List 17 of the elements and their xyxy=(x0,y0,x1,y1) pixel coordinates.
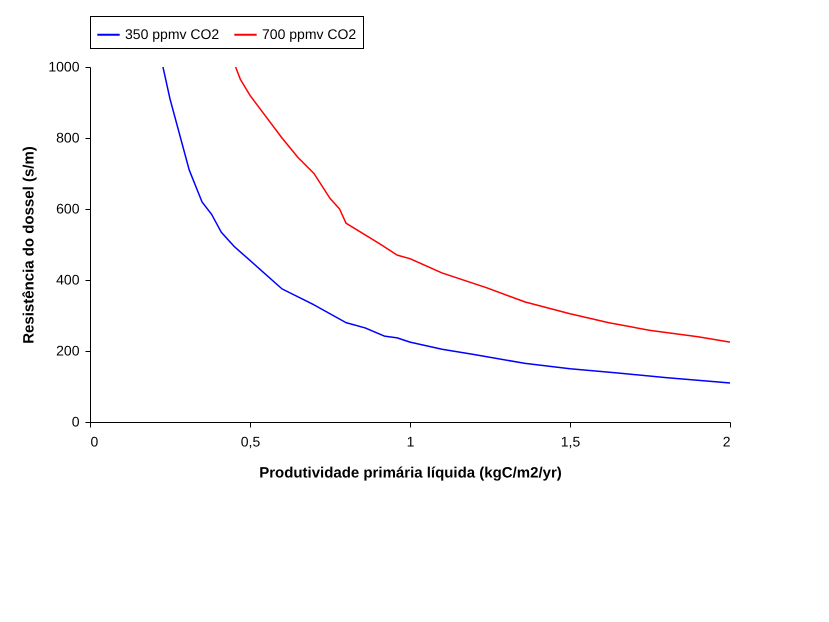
x-tick-label: 0 xyxy=(90,434,98,450)
legend-label: 700 ppmv CO2 xyxy=(262,26,356,42)
x-axis-title: Produtividade primária líquida (kgC/m2/yr) xyxy=(259,464,562,482)
y-tick-label: 200 xyxy=(56,342,80,358)
line-series xyxy=(162,66,731,384)
x-tick-label: 0,5 xyxy=(240,434,260,450)
y-tick-label: 400 xyxy=(56,272,80,288)
y-tick-label: 600 xyxy=(56,200,80,216)
y-tick-label: 0 xyxy=(72,414,80,430)
x-tick-label: 1 xyxy=(406,434,415,450)
y-tick-label: 800 xyxy=(56,130,80,146)
y-axis-title: Resistência do dossel (s/m) xyxy=(20,146,38,344)
x-tick-label: 1,5 xyxy=(560,434,580,450)
legend-label: 350 ppmv CO2 xyxy=(125,26,220,42)
x-tick-label: 2 xyxy=(722,434,731,450)
y-tick-label: 1000 xyxy=(48,58,80,74)
line-series xyxy=(234,66,731,343)
